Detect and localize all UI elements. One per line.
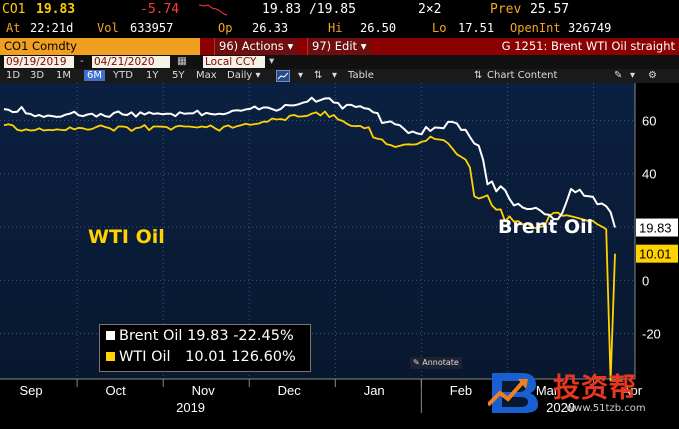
quote-hi-label: Hi [328, 21, 343, 35]
legend-wti-value: 10.01 [185, 349, 227, 365]
y-tick-label: 0 [642, 273, 649, 288]
edit-menu-button[interactable]: 97) Edit ▾ [307, 38, 371, 55]
quote-hi: 26.50 [360, 21, 397, 35]
period-5y-button[interactable]: 5Y [172, 70, 185, 81]
legend-swatch-brent [106, 331, 115, 340]
quote-bid-ask: 19.83 /19.85 [262, 2, 356, 17]
y-tick-label: 60 [642, 113, 656, 128]
period-1m-button[interactable]: 1M [56, 70, 71, 81]
start-date-field[interactable]: 09/19/2019 [4, 56, 74, 68]
quote-oi: 326749 [568, 21, 612, 35]
chevron-down-icon[interactable]: ▾ [298, 70, 304, 81]
chevron-down-icon[interactable]: ▾ [332, 70, 338, 81]
currency-select[interactable]: Local CCY [203, 56, 265, 68]
date-range-separator: - [80, 55, 84, 67]
legend-brent-change: -22.45% [233, 328, 294, 344]
brent-last-value-label: 19.83 [636, 218, 678, 237]
quote-time: 22:21d [30, 21, 74, 35]
period-ytd-button[interactable]: YTD [113, 70, 133, 81]
quote-prev-label: Prev [490, 2, 522, 17]
wti-series-line [3, 110, 616, 382]
quote-at-label: At [6, 21, 21, 35]
svg-text:10.01: 10.01 [639, 247, 672, 262]
wti-annotation[interactable]: WTI Oil [88, 226, 165, 248]
calendar-icon[interactable]: ▦ [177, 55, 187, 67]
x-year-label: 2019 [176, 400, 205, 415]
y-tick-label: 40 [642, 167, 656, 182]
sparkline-icon [198, 4, 228, 16]
x-tick-label: Dec [278, 383, 302, 398]
x-tick-label: Apr [622, 383, 643, 398]
annotate-button[interactable]: ✎ Annotate [410, 357, 462, 369]
quote-lo: 17.51 [458, 21, 495, 35]
actions-menu-button[interactable]: 96) Actions ▾ [214, 38, 298, 55]
chevron-down-icon[interactable]: ▾ [269, 55, 275, 67]
legend-swatch-wti [106, 352, 115, 361]
wti-last-value-label: 10.01 [636, 244, 678, 263]
gear-icon[interactable]: ⚙ [648, 70, 657, 81]
x-year-label: 2020 [546, 400, 575, 415]
end-date-field[interactable]: 04/21/2020 [92, 56, 170, 68]
legend-row-wti: WTI Oil 10.01 126.60% [106, 349, 296, 365]
quote-oi-label: OpenInt [510, 21, 561, 35]
table-button[interactable]: Table [348, 70, 374, 81]
watermark-url: www.51tzb.com [566, 403, 646, 414]
period-1y-button[interactable]: 1Y [146, 70, 159, 81]
quote-change: -5.74 [140, 2, 180, 17]
quote-vol-label: Vol [97, 21, 119, 35]
period-3d-button[interactable]: 3D [30, 70, 45, 81]
chart-content-icon[interactable]: ⇅ [474, 70, 483, 81]
quote-bar: CO1 19.83 -5.74 19.83 /19.85 2×2 Prev 25… [0, 0, 679, 20]
annotate-label: Annotate [422, 358, 459, 367]
security-field[interactable]: CO1 Comdty [0, 38, 200, 55]
chart-legend[interactable]: Brent Oil 19.83 -22.45% WTI Oil 10.01 12… [99, 324, 311, 372]
x-tick-label: Feb [450, 383, 472, 398]
quote-prev: 25.57 [530, 2, 570, 17]
date-range-bar: 09/19/2019 - 04/21/2020 ▦ Local CCY ▾ [0, 55, 679, 69]
legend-brent-value: 19.83 [187, 328, 229, 344]
chart-title: G 1251: Brent WTI Oil straight [501, 39, 675, 53]
edit-icon[interactable]: ✎ [614, 70, 623, 81]
legend-wti-change: 126.60% [231, 349, 296, 365]
period-max-button[interactable]: Max [196, 70, 217, 81]
chart-content-button[interactable]: Chart Content [487, 70, 558, 81]
watermark-brand: 投资帮 [553, 373, 637, 404]
command-bar: CO1 Comdty 96) Actions ▾ 97) Edit ▾ G 12… [0, 38, 679, 55]
legend-row-brent: Brent Oil 19.83 -22.45% [106, 328, 294, 344]
quote-ticker[interactable]: CO1 [2, 2, 26, 17]
quote-lo-label: Lo [432, 21, 447, 35]
quote-vol: 633957 [130, 21, 174, 35]
x-tick-label: Sep [19, 383, 42, 398]
y-tick-label: -20 [642, 327, 661, 342]
quote-op-label: Op [218, 21, 233, 35]
quote-size: 2×2 [418, 2, 442, 17]
annotate-icon: ✎ [413, 358, 423, 367]
legend-brent-label: Brent Oil [119, 328, 183, 344]
chart-toolbar: 1D 3D 1M 6M YTD 1Y 5Y Max Daily ▾ ▾ ⇅ ▾ … [0, 69, 679, 83]
svg-text:19.83: 19.83 [639, 221, 672, 236]
x-tick-label: Oct [106, 383, 127, 398]
x-tick-label: Mar [536, 383, 559, 398]
quote-bar-details: At 22:21d Vol 633957 Op 26.33 Hi 26.50 L… [0, 20, 679, 38]
indicator-icon[interactable]: ⇅ [314, 70, 323, 81]
period-6m-button[interactable]: 6M [84, 70, 105, 81]
x-tick-label: Jan [364, 383, 385, 398]
watermark-logo [488, 373, 538, 413]
chevron-down-icon[interactable]: ▾ [630, 70, 636, 81]
brent-series-line [3, 96, 616, 228]
period-1d-button[interactable]: 1D [6, 70, 21, 81]
interval-select[interactable]: Daily ▾ [227, 70, 261, 81]
brent-annotation[interactable]: Brent Oil [498, 216, 594, 238]
line-chart-icon[interactable] [276, 70, 290, 82]
quote-op: 26.33 [252, 21, 289, 35]
legend-wti-label: WTI Oil [119, 349, 171, 365]
x-tick-label: Nov [192, 383, 216, 398]
quote-last: 19.83 [36, 2, 76, 17]
